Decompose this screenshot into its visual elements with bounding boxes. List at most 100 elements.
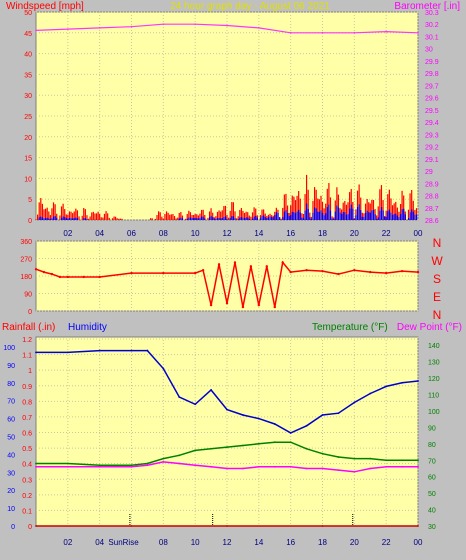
data-point: [35, 29, 37, 32]
data-point: [337, 272, 340, 276]
data-point: [321, 31, 324, 34]
y-tick-label: 60: [7, 417, 15, 424]
data-point: [210, 465, 212, 468]
y-tick-label: 80: [428, 442, 436, 449]
y-tick-label: 50: [7, 435, 15, 442]
data-point: [369, 392, 372, 395]
data-point: [58, 275, 62, 279]
data-point: [146, 464, 149, 467]
data-point: [353, 31, 356, 34]
data-point: [321, 414, 324, 416]
y-tick-label: 100: [3, 345, 15, 352]
data-point: [417, 465, 419, 468]
y-tick-label: 35: [24, 72, 32, 79]
data-point: [201, 268, 205, 272]
y-tick-label: 270: [20, 257, 32, 264]
y-tick-label: 29.8: [425, 71, 439, 78]
y-tick-label: 70: [7, 399, 15, 406]
x-tick-label: 14: [254, 229, 263, 238]
y-tick-label: 100: [428, 409, 440, 416]
y-tick-label: 28.9: [425, 181, 439, 188]
y-tick-label: 180: [20, 274, 32, 281]
y-axis-label-humidity: Humidity: [68, 322, 107, 333]
y-tick-label: 30.1: [425, 34, 439, 41]
y-axis-label-left: Windspeed [mph]: [6, 1, 84, 12]
y-tick-label: 28.7: [425, 206, 439, 213]
data-point: [178, 396, 181, 399]
y-tick-label: 0.5: [22, 446, 32, 453]
y-tick-label: 0.9: [22, 384, 32, 391]
y-tick-label: 5: [28, 197, 32, 204]
data-point: [257, 417, 260, 420]
y-tick-label: 0.3: [22, 477, 32, 484]
y-tick-label: 15: [24, 156, 32, 163]
sunrise-label: SunRise: [108, 538, 139, 547]
data-point: [178, 454, 181, 457]
data-point: [242, 444, 244, 447]
y-tick-label: 120: [428, 376, 440, 383]
y-tick-label: 0: [28, 309, 32, 316]
y-tick-label: 29.4: [425, 120, 439, 127]
y-tick-label: 1.1: [22, 353, 32, 360]
data-point: [241, 305, 245, 309]
x-tick-label: 10: [191, 229, 200, 238]
y-tick-label: 30: [425, 47, 433, 54]
data-point: [233, 261, 237, 264]
y-axis-label-right: Barometer [.in]: [394, 1, 460, 12]
y-tick-label: 28.6: [425, 218, 439, 225]
y-tick-label: 130: [428, 360, 440, 367]
data-point: [305, 268, 308, 272]
y-tick-label: 29.6: [425, 96, 439, 103]
data-point: [130, 271, 133, 275]
data-point: [66, 28, 69, 31]
data-point: [401, 381, 403, 384]
y-tick-label: 0.1: [22, 508, 32, 515]
data-point: [273, 465, 276, 468]
x-tick-label: 20: [350, 538, 359, 547]
y-tick-label: 10: [7, 506, 15, 513]
data-point: [417, 459, 419, 462]
x-tick-label: 02: [63, 538, 72, 547]
data-point: [242, 467, 244, 470]
data-point: [257, 442, 260, 445]
data-point: [226, 446, 228, 449]
x-tick-label: 04: [95, 538, 104, 547]
y-tick-label: 60: [428, 475, 436, 482]
y-tick-label: 30: [428, 524, 436, 531]
data-point: [194, 403, 197, 406]
data-point: [353, 401, 356, 404]
data-point: [273, 423, 276, 425]
data-point: [273, 305, 276, 309]
data-point: [34, 267, 38, 271]
data-point: [146, 349, 149, 352]
data-point: [194, 23, 197, 26]
y-tick-label: 40: [24, 52, 32, 59]
data-point: [337, 469, 340, 472]
data-point: [35, 465, 37, 468]
data-point: [257, 27, 260, 29]
chart-title: 24 hour graph day - August 06 2021: [170, 1, 330, 12]
y-tick-label: 10: [24, 176, 32, 183]
x-tick-label: 12: [223, 538, 232, 547]
data-point: [178, 462, 181, 465]
data-point: [209, 303, 213, 307]
data-point: [417, 380, 419, 382]
x-tick-label: 04: [95, 229, 104, 238]
data-point: [305, 447, 308, 450]
panel-3-background: [35, 336, 419, 527]
data-point: [305, 467, 308, 470]
data-point: [385, 385, 388, 388]
x-tick-label: 16: [286, 538, 295, 547]
data-point: [321, 467, 324, 470]
data-point: [162, 367, 165, 370]
data-point: [66, 465, 69, 468]
data-point: [130, 464, 133, 467]
y-tick-label: 90: [428, 425, 436, 432]
data-point: [226, 467, 228, 470]
y-tick-label: 110: [428, 393, 439, 400]
y-tick-label: 30: [7, 470, 15, 477]
data-point: [130, 349, 133, 352]
y-tick-label: 29: [425, 169, 433, 176]
data-point: [35, 351, 37, 354]
